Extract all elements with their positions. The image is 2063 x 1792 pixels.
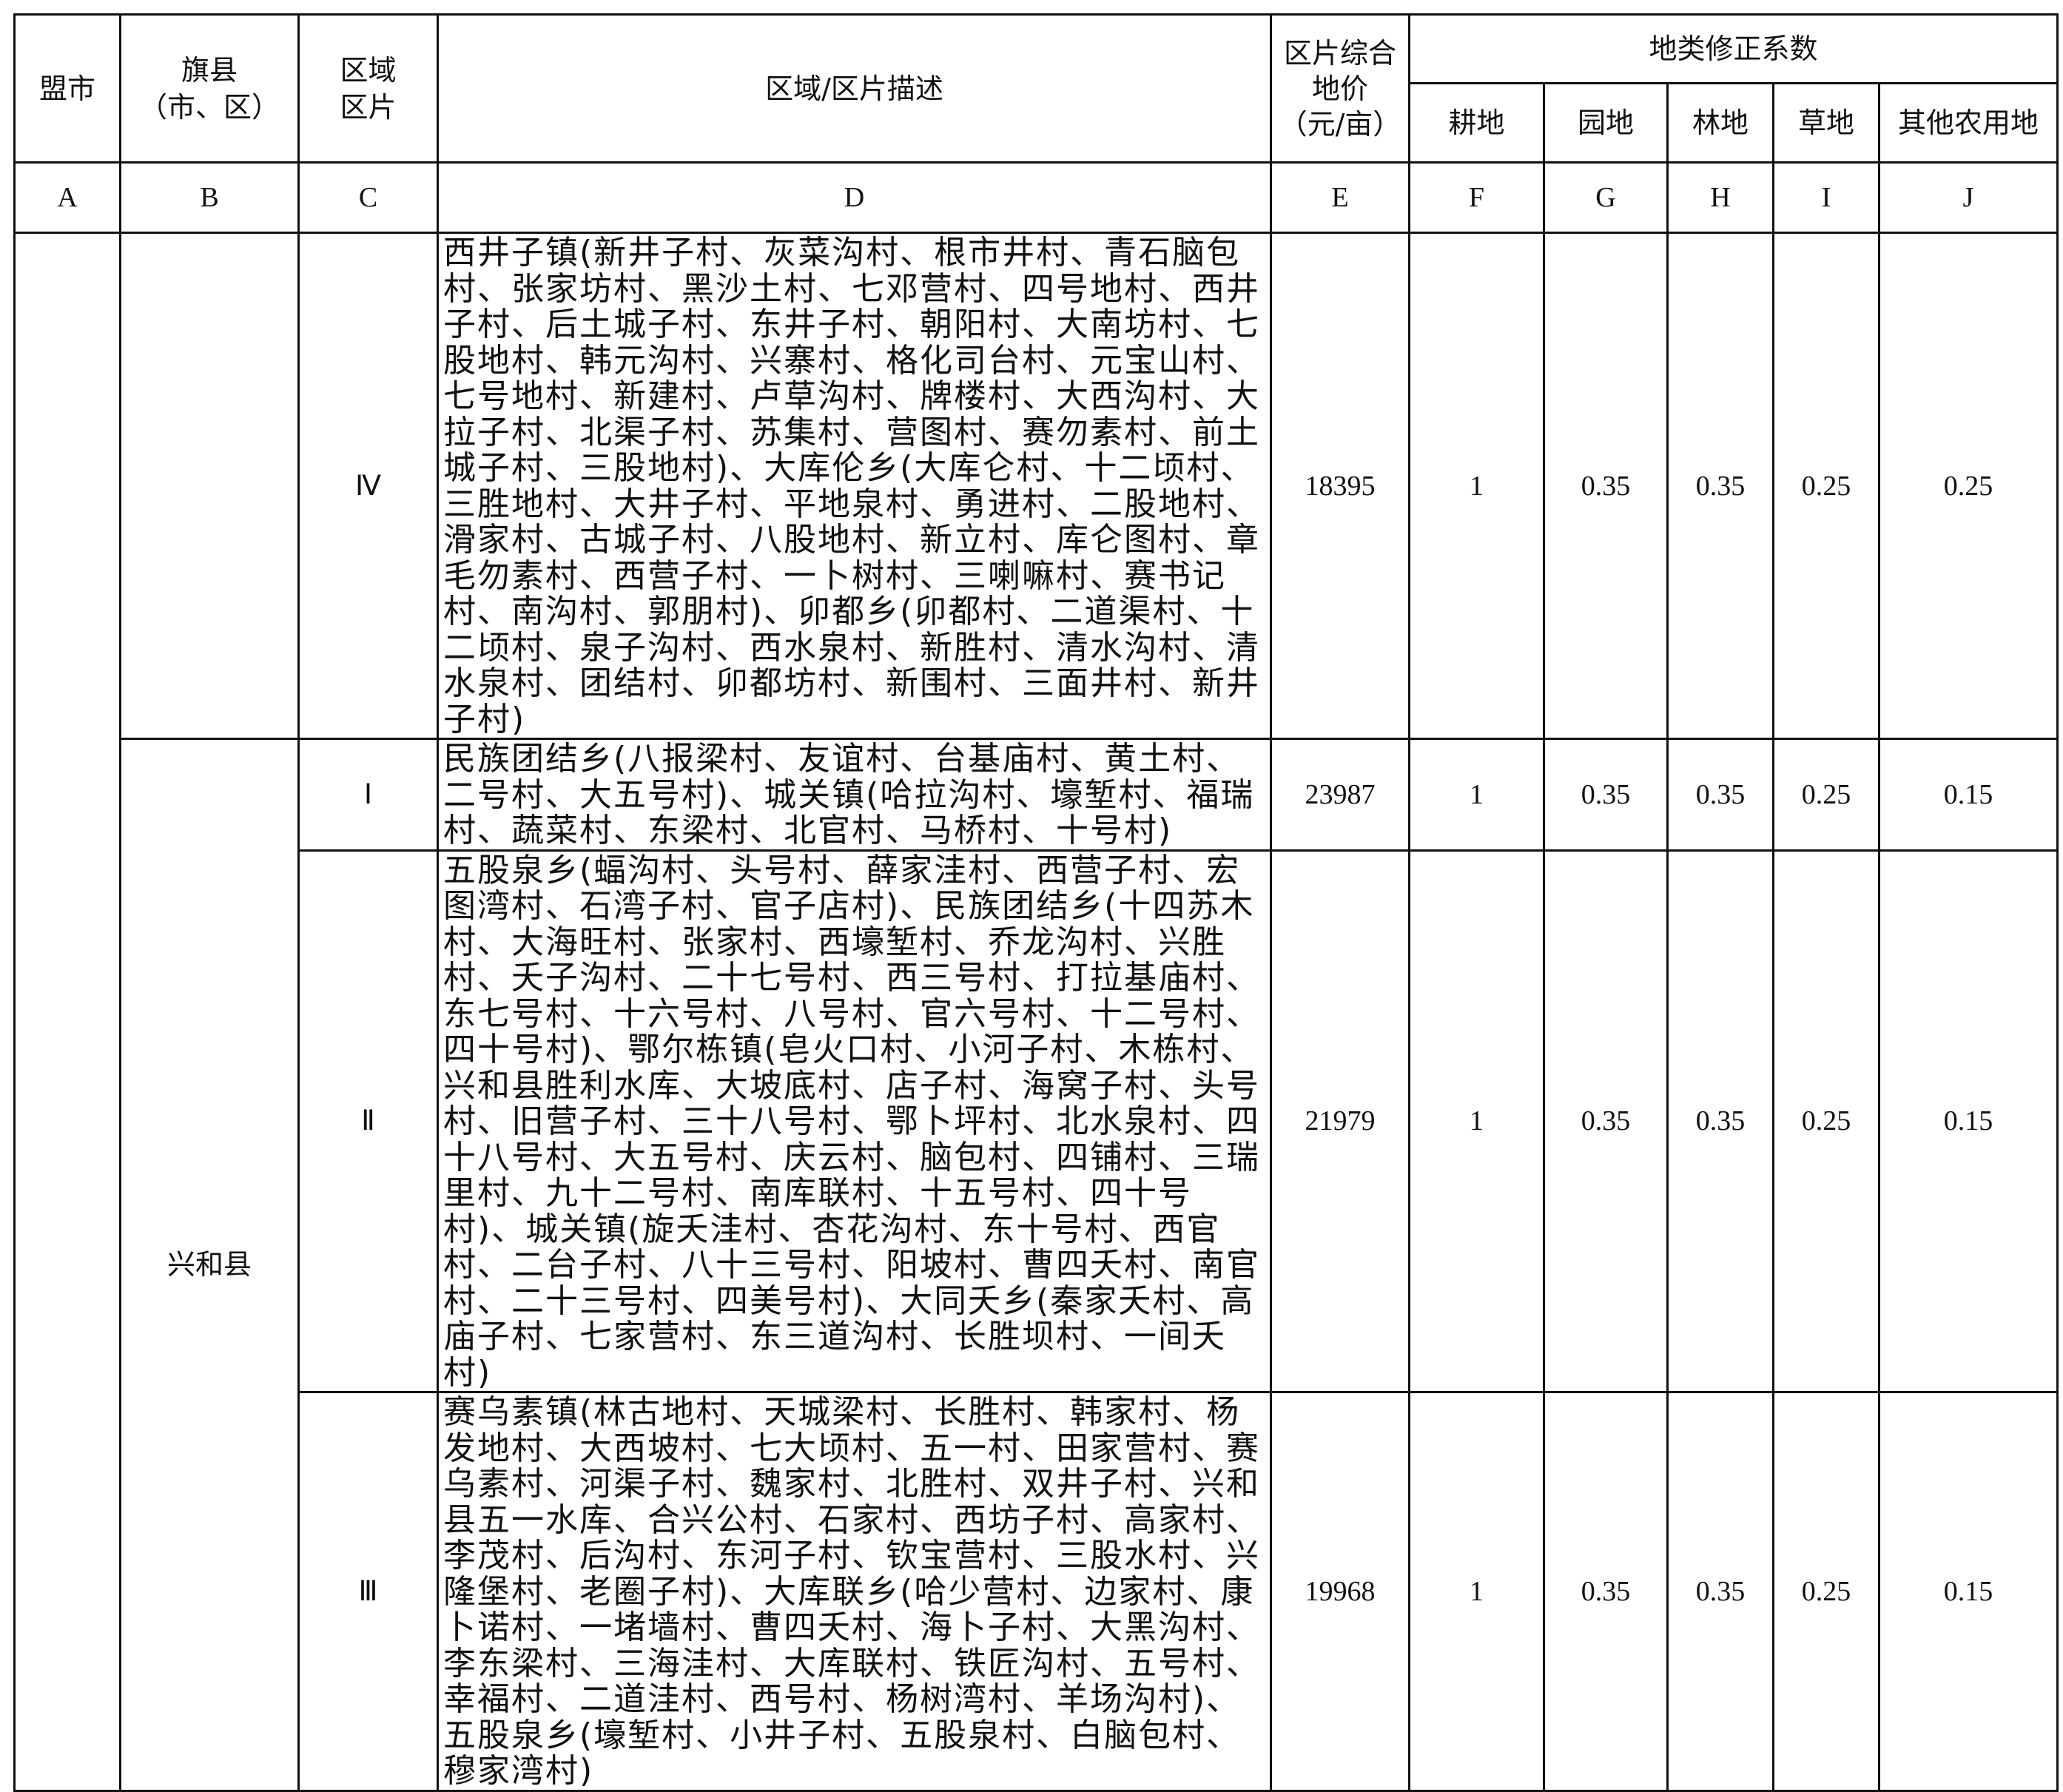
table-row: Ⅳ 西井子镇(新井子村、灰菜沟村、根市井村、青石脑包村、张家坊村、黑沙土村、七邓… [13,232,2059,1792]
price-cell: 23987 [1270,738,1410,852]
description-cell: 五股泉乡(蝠沟村、头号村、薛家洼村、西营子村、宏图湾村、石湾子村、官子店村)、民… [437,849,1272,1393]
letter-j: J [1878,161,2059,234]
description-cell: 西井子镇(新井子村、灰菜沟村、根市井村、青石脑包村、张家坊村、黑沙土村、七邓营村… [437,232,1272,740]
zone-cell: Ⅲ [297,1391,439,1792]
coef-other: 0.15 [1878,849,2059,1393]
header-county: 旗县 （市、区） [119,13,300,164]
letter-c: C [297,161,439,234]
coef-other: 0.25 [1878,232,2059,740]
header-zone: 区域 区片 [297,13,439,164]
price-cell: 21979 [1270,849,1410,1393]
letter-h: H [1666,161,1774,234]
zone-cell: Ⅰ [297,738,439,852]
coef-cultivated: 1 [1408,1391,1545,1792]
letter-b: B [119,161,300,234]
letter-e: E [1270,161,1410,234]
coef-other: 0.15 [1878,738,2059,852]
zone-cell: Ⅱ [297,849,439,1393]
coef-cultivated: 1 [1408,232,1545,740]
letter-i: I [1772,161,1880,234]
coef-grass: 0.25 [1772,232,1880,740]
header-league-city: 盟市 [13,13,121,164]
header-coef-grass: 草地 [1772,82,1880,164]
coef-garden: 0.35 [1543,849,1669,1393]
coef-grass: 0.25 [1772,738,1880,852]
coef-forest: 0.35 [1666,1391,1774,1792]
coef-cultivated: 1 [1408,738,1545,852]
table-row: Ⅱ 五股泉乡(蝠沟村、头号村、薛家洼村、西营子村、宏图湾村、石湾子村、官子店村)… [15,849,2059,1393]
county-cell-empty [119,232,300,740]
header-description: 区域/区片描述 [437,13,1272,164]
league-city-cell [13,232,121,1792]
coef-grass: 0.25 [1772,849,1880,1393]
header-coef-other: 其他农用地 [1878,82,2059,164]
description-cell: 民族团结乡(八报梁村、友谊村、台基庙村、黄土村、二号村、大五号村)、城关镇(哈拉… [437,738,1272,852]
letter-f: F [1408,161,1545,234]
county-cell: 兴和县 [119,738,300,1792]
coef-cultivated: 1 [1408,849,1545,1393]
coef-other: 0.15 [1878,1391,2059,1792]
coef-garden: 0.35 [1543,738,1669,852]
coef-garden: 0.35 [1543,1391,1669,1792]
letter-d: D [437,161,1272,234]
zone-cell: Ⅳ [297,232,439,740]
table-row: Ⅲ 赛乌素镇(林古地村、天城梁村、长胜村、韩家村、杨发地村、大西坡村、七大顷村、… [15,1391,2059,1792]
description-cell: 赛乌素镇(林古地村、天城梁村、长胜村、韩家村、杨发地村、大西坡村、七大顷村、五一… [437,1391,1272,1792]
coef-forest: 0.35 [1666,738,1774,852]
price-cell: 18395 [1270,232,1410,740]
coef-grass: 0.25 [1772,1391,1880,1792]
letter-g: G [1543,161,1669,234]
coef-forest: 0.35 [1666,232,1774,740]
land-price-table: 盟市 旗县 （市、区） 区域 区片 区域/区片描述 区片综合 地价 （元/亩） … [13,13,2059,1792]
coef-forest: 0.35 [1666,849,1774,1393]
letter-a: A [13,161,121,234]
header-price: 区片综合 地价 （元/亩） [1270,13,1410,164]
header-coef-cultivated: 耕地 [1408,82,1545,164]
coef-garden: 0.35 [1543,232,1669,740]
header-coef-group: 地类修正系数 [1408,13,2059,84]
table-row: 兴和县 Ⅰ 民族团结乡(八报梁村、友谊村、台基庙村、黄土村、二号村、大五号村)、… [15,738,2059,1792]
header-coef-forest: 林地 [1666,82,1774,164]
price-cell: 19968 [1270,1391,1410,1792]
header-coef-garden: 园地 [1543,82,1669,164]
